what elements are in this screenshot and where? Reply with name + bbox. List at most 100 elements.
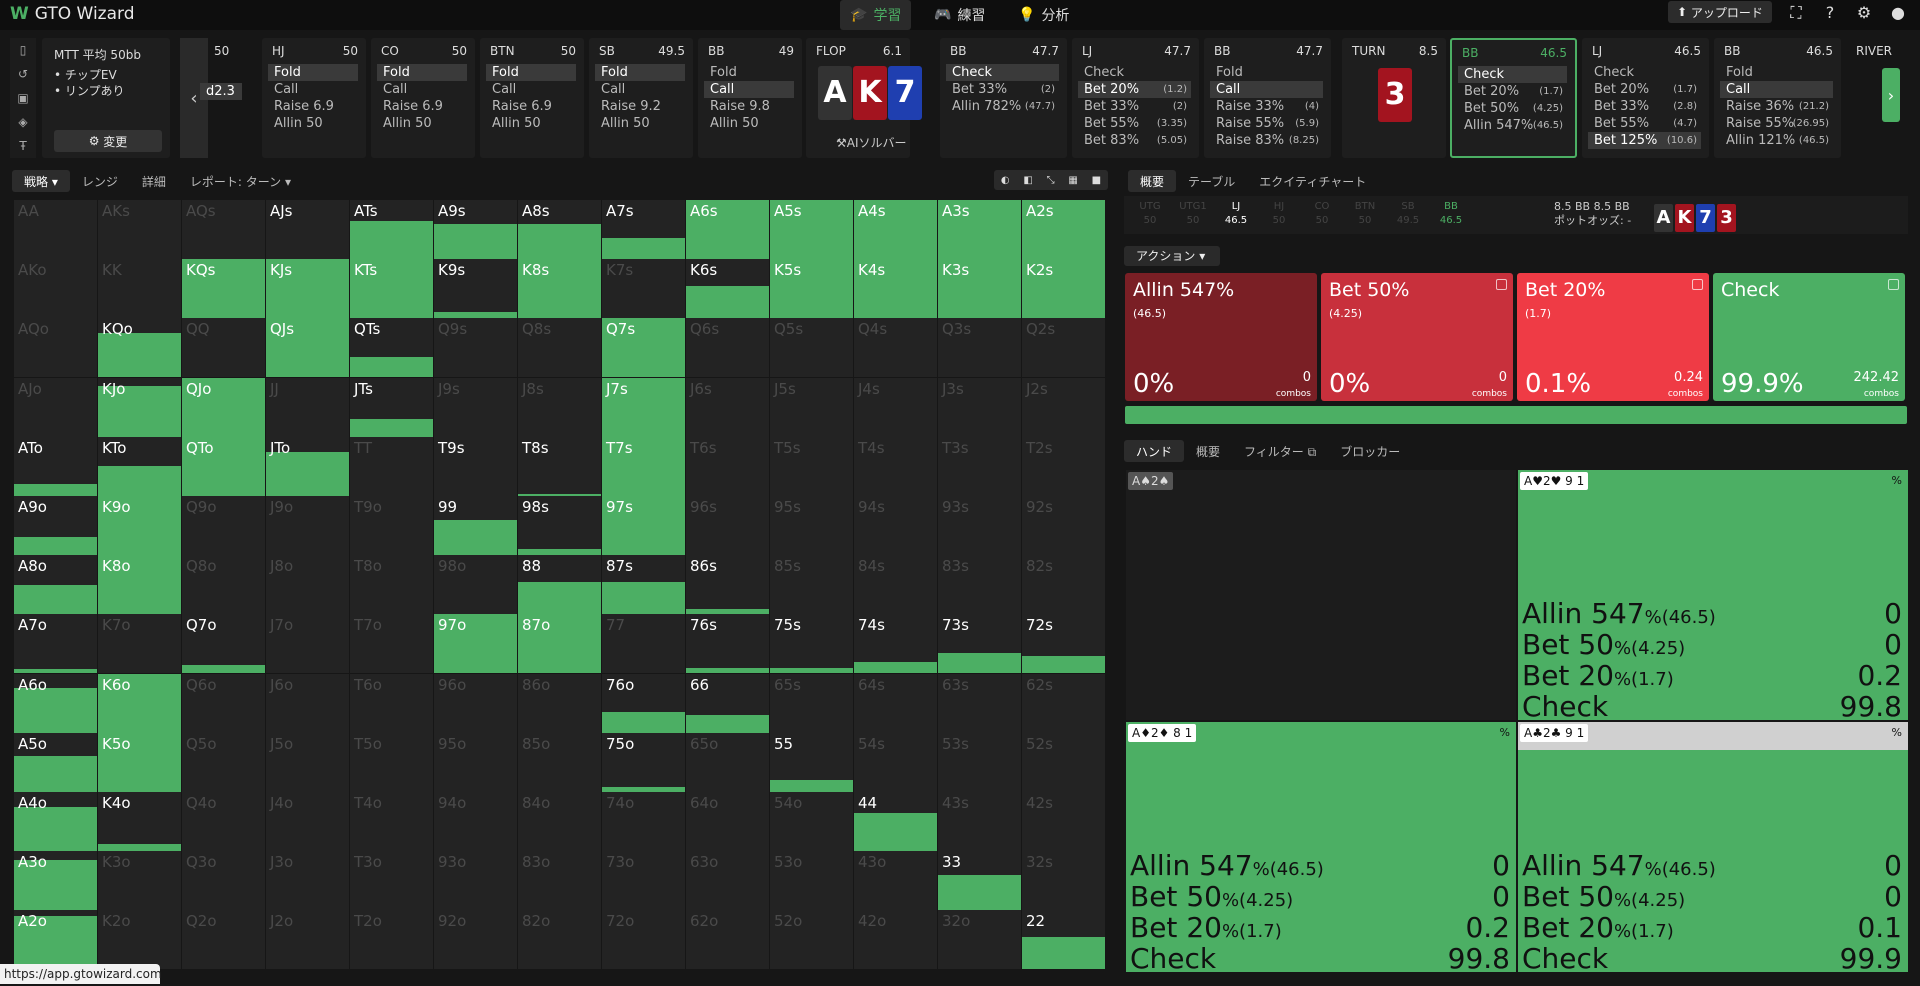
hand-cell[interactable]: Q9o	[182, 496, 265, 555]
hand-cell[interactable]: 83s	[938, 555, 1021, 615]
hand-cell[interactable]: Q4o	[182, 792, 265, 851]
position-sb[interactable]: SB 49.5	[1388, 200, 1428, 228]
hand-cell[interactable]: TT	[350, 436, 433, 496]
hand-cell[interactable]: Q3s	[938, 318, 1021, 378]
action-option[interactable]: Call	[601, 82, 626, 97]
hand-cell[interactable]: A9o	[14, 496, 97, 555]
hand-cell[interactable]: K9o	[98, 496, 181, 555]
tab-filter[interactable]: フィルター ⧉	[1232, 440, 1328, 462]
hand-cell[interactable]: 63o	[686, 851, 769, 911]
tab-overview[interactable]: 概要	[1128, 170, 1177, 192]
hand-cell[interactable]: K8s	[518, 259, 601, 319]
expand-icon[interactable]	[1496, 279, 1507, 290]
hand-cell[interactable]: J4o	[266, 792, 349, 851]
action-option[interactable]: Bet 55% (3.35)	[1078, 115, 1191, 132]
hand-cell[interactable]: T4o	[350, 792, 433, 851]
ai-solver-link[interactable]: ⚒AIソルバー	[836, 134, 907, 151]
action-option[interactable]: Allin 50	[274, 116, 323, 131]
position-btn[interactable]: BTN 50	[1345, 200, 1385, 228]
hand-cell[interactable]: J8s	[518, 377, 601, 437]
scroll-right-button[interactable]: ›	[1882, 68, 1900, 122]
hand-cell[interactable]: Q3o	[182, 851, 265, 911]
hand-cell[interactable]: 82o	[518, 910, 601, 970]
hand-cell[interactable]: QQ	[182, 318, 265, 378]
hand-cell[interactable]: KJo	[98, 377, 181, 437]
hand-cell[interactable]: A7o	[14, 614, 97, 674]
action-option[interactable]: Fold	[1720, 64, 1833, 81]
hand-cell[interactable]: AJo	[14, 377, 97, 437]
hand-cell[interactable]: 42s	[1022, 792, 1105, 851]
hand-cell[interactable]: 53o	[770, 851, 853, 911]
hand-cell[interactable]: T3s	[938, 436, 1021, 496]
hand-cell[interactable]: A6s	[686, 200, 769, 259]
action-option[interactable]: Raise 33% (4)	[1210, 98, 1323, 115]
hand-cell[interactable]: AJs	[266, 200, 349, 259]
hand-cell[interactable]: K3o	[98, 851, 181, 911]
hand-cell[interactable]: 32s	[1022, 851, 1105, 911]
hand-cell[interactable]: A9s	[434, 200, 517, 259]
hand-cell[interactable]: A3o	[14, 851, 97, 911]
hand-cell[interactable]: 55	[770, 732, 853, 792]
action-option[interactable]: Allin 547% (46.5)	[1458, 117, 1567, 134]
hand-cell[interactable]: J6s	[686, 377, 769, 437]
hand-cell[interactable]: 99	[434, 496, 517, 555]
hand-combo-box[interactable]: A♦2♦ 8 1% Allin 547%(46.5) 0 Bet 50%(4.25) 0…	[1126, 722, 1516, 972]
hand-cell[interactable]: 76o	[602, 673, 685, 733]
hand-cell[interactable]: JTs	[350, 377, 433, 437]
hand-cell[interactable]: J9s	[434, 377, 517, 437]
hand-cell[interactable]: ATo	[14, 436, 97, 496]
hand-cell[interactable]: 97s	[602, 496, 685, 555]
hand-cell[interactable]: 64s	[854, 673, 937, 733]
hand-cell[interactable]: 95s	[770, 496, 853, 555]
hand-cell[interactable]: 74o	[602, 792, 685, 851]
user-icon[interactable]: ●	[1891, 3, 1905, 22]
action-option[interactable]: Fold	[710, 65, 737, 80]
action-option[interactable]: Fold	[595, 64, 685, 81]
hand-cell[interactable]: A2o	[14, 910, 97, 970]
action-option[interactable]: Allin 50	[492, 116, 541, 131]
hand-cell[interactable]: K7o	[98, 614, 181, 674]
expand-icon[interactable]	[1692, 279, 1703, 290]
hand-cell[interactable]: Q2o	[182, 910, 265, 970]
hand-cell[interactable]: T3o	[350, 851, 433, 911]
hand-cell[interactable]: QTo	[182, 436, 265, 496]
action-option[interactable]: Raise 6.9	[492, 99, 552, 114]
hand-cell[interactable]: 75o	[602, 732, 685, 792]
hand-cell[interactable]: J2s	[1022, 377, 1105, 437]
hand-cell[interactable]: 97o	[434, 614, 517, 674]
tab-report[interactable]: レポート: ターン ▾	[178, 170, 303, 192]
hand-cell[interactable]: 87o	[518, 614, 601, 674]
hand-cell[interactable]: Q8o	[182, 555, 265, 615]
tab-detail[interactable]: 詳細	[141, 175, 166, 189]
hand-cell[interactable]: 72s	[1022, 614, 1105, 674]
hand-cell[interactable]: Q8s	[518, 318, 601, 378]
hand-cell[interactable]: A6o	[14, 673, 97, 733]
hand-cell[interactable]: J3s	[938, 377, 1021, 437]
hand-cell[interactable]: 73s	[938, 614, 1021, 674]
hand-cell[interactable]: 98s	[518, 496, 601, 555]
action-option[interactable]: Raise 6.9	[383, 99, 443, 114]
history-icon[interactable]: ↺	[17, 67, 29, 81]
hand-cell[interactable]: A5o	[14, 732, 97, 792]
hand-cell[interactable]: T6o	[350, 673, 433, 733]
action-option[interactable]: Bet 50% (4.25)	[1458, 100, 1567, 117]
hand-cell[interactable]: Q6o	[182, 673, 265, 733]
action-box-bet-20-[interactable]: Bet 20% (1.7) 0.1% 0.24 combos	[1517, 273, 1709, 401]
upload-button[interactable]: ⬆ アップロード	[1668, 1, 1772, 23]
hand-cell[interactable]: A7s	[602, 200, 685, 259]
action-option[interactable]: Bet 33% (2.8)	[1588, 98, 1701, 115]
action-option[interactable]: Bet 33% (2)	[1078, 98, 1191, 115]
action-option[interactable]: Call	[704, 81, 794, 98]
view-split-icon[interactable]: ◧	[1023, 174, 1033, 186]
tab-range[interactable]: レンジ	[81, 175, 118, 189]
hand-cell[interactable]: K2s	[1022, 259, 1105, 319]
hand-cell[interactable]: A5s	[770, 200, 853, 259]
view-grid-icon[interactable]: ▦	[1068, 174, 1078, 186]
hand-cell[interactable]: K7s	[602, 259, 685, 319]
hand-cell[interactable]: 62o	[686, 910, 769, 970]
action-option[interactable]: Bet 20% (1.7)	[1458, 83, 1567, 100]
text-icon[interactable]: Ŧ	[19, 139, 27, 153]
action-option[interactable]: Allin 121% (46.5)	[1720, 132, 1833, 149]
hand-cell[interactable]: 76s	[686, 614, 769, 674]
hand-cell[interactable]: J5s	[770, 377, 853, 437]
